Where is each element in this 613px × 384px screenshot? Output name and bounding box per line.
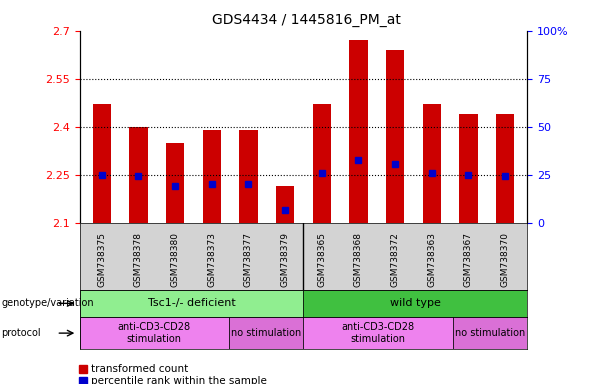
Text: genotype/variation: genotype/variation — [1, 298, 94, 308]
Bar — [303, 290, 527, 317]
Bar — [276, 186, 294, 223]
Text: GSM738380: GSM738380 — [170, 232, 180, 286]
Text: GSM738367: GSM738367 — [464, 232, 473, 286]
Bar — [452, 317, 527, 349]
Text: GSM738378: GSM738378 — [134, 232, 143, 286]
Bar — [459, 114, 478, 223]
Text: GSM738370: GSM738370 — [501, 232, 509, 286]
Text: GDS4434 / 1445816_PM_at: GDS4434 / 1445816_PM_at — [212, 13, 401, 27]
Bar — [202, 130, 221, 223]
Text: anti-CD3-CD28
stimulation: anti-CD3-CD28 stimulation — [118, 322, 191, 344]
Text: percentile rank within the sample: percentile rank within the sample — [91, 376, 267, 384]
Text: protocol: protocol — [1, 328, 41, 338]
Text: GSM738368: GSM738368 — [354, 232, 363, 286]
Bar — [422, 104, 441, 223]
Bar — [166, 143, 185, 223]
Text: GSM738373: GSM738373 — [207, 232, 216, 286]
Text: GSM738375: GSM738375 — [97, 232, 106, 286]
Bar — [80, 317, 229, 349]
Bar — [93, 104, 111, 223]
Text: GSM738372: GSM738372 — [390, 232, 400, 286]
Bar — [496, 114, 514, 223]
Bar — [349, 40, 368, 223]
Bar — [303, 317, 452, 349]
Bar — [386, 50, 405, 223]
Bar — [129, 127, 148, 223]
Text: anti-CD3-CD28
stimulation: anti-CD3-CD28 stimulation — [341, 322, 414, 344]
Bar — [229, 317, 303, 349]
Text: no stimulation: no stimulation — [231, 328, 301, 338]
Text: GSM738379: GSM738379 — [281, 232, 289, 286]
Text: wild type: wild type — [390, 298, 441, 308]
Bar — [80, 290, 303, 317]
Text: no stimulation: no stimulation — [455, 328, 525, 338]
Text: GSM738365: GSM738365 — [318, 232, 326, 286]
Text: GSM738363: GSM738363 — [427, 232, 436, 286]
Text: GSM738377: GSM738377 — [244, 232, 253, 286]
Text: transformed count: transformed count — [91, 364, 188, 374]
Text: Tsc1-/- deficient: Tsc1-/- deficient — [148, 298, 235, 308]
Bar — [239, 130, 257, 223]
Bar — [313, 104, 331, 223]
